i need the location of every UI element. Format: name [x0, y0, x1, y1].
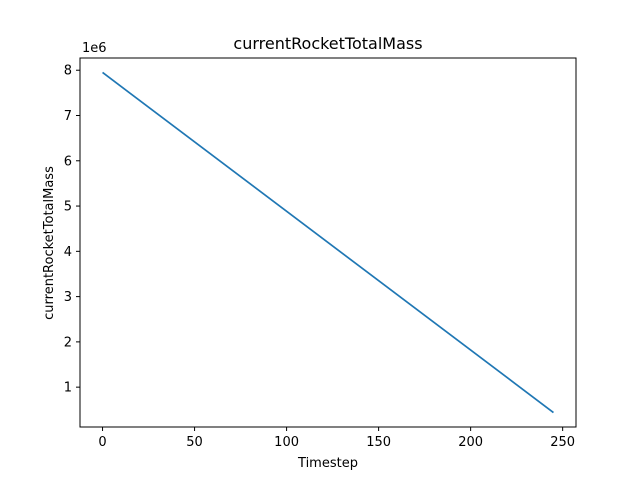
y-tick-label: 3 [64, 290, 72, 305]
y-axis-ticks: 1 2 3 4 5 6 7 8 [64, 64, 80, 396]
x-tick-label: 0 [98, 435, 106, 450]
series-line-0 [102, 71, 554, 414]
y-tick-label: 8 [64, 64, 72, 79]
x-axis-ticks: 0 50 100 150 200 250 [98, 427, 575, 450]
y-tick-label: 7 [64, 109, 72, 124]
x-tick-label: 100 [274, 435, 299, 450]
x-axis-label: Timestep [297, 456, 358, 471]
x-tick-label: 50 [186, 435, 203, 450]
y-offset-label: 1e6 [82, 41, 107, 56]
series-layer [102, 71, 554, 414]
x-tick-label: 150 [366, 435, 391, 450]
y-tick-label: 2 [64, 335, 72, 350]
y-tick-label: 1 [64, 381, 72, 396]
x-tick-label: 200 [458, 435, 483, 450]
y-tick-label: 5 [64, 200, 72, 215]
x-tick-label: 250 [550, 435, 575, 450]
y-tick-label: 6 [64, 154, 72, 169]
y-axis-label: currentRocketTotalMass [42, 166, 57, 320]
chart-title: currentRocketTotalMass [233, 34, 422, 53]
y-tick-label: 4 [64, 245, 72, 260]
plot-frame [79, 57, 577, 428]
